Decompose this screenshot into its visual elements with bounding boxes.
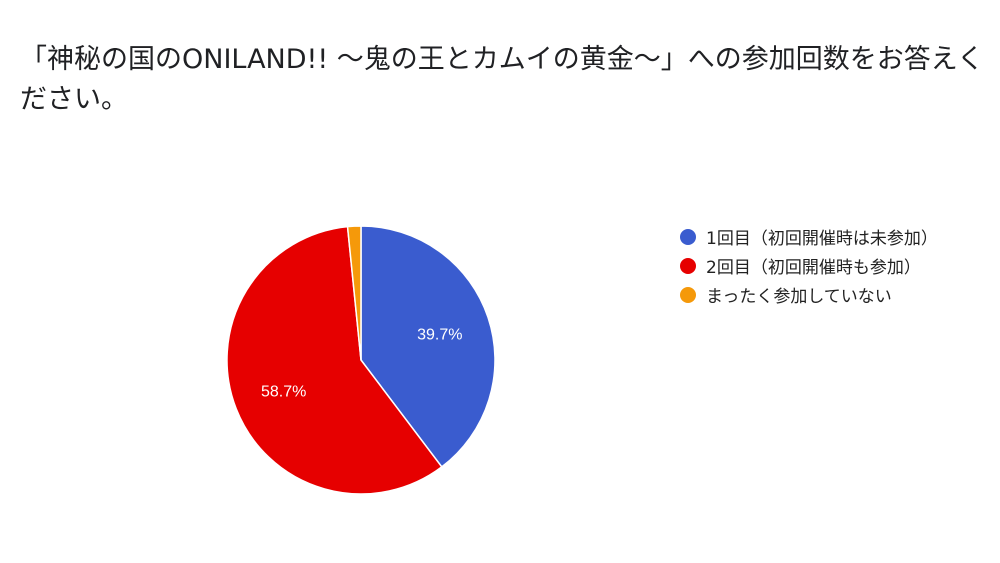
legend-item-never: まったく参加していない — [680, 280, 938, 309]
pie-slice-second-time — [226, 225, 443, 495]
chart-title: 「神秘の国のONILAND!! 〜鬼の王とカムイの黄金〜」への参加回数をお答えく… — [20, 44, 984, 115]
legend: 1回目（初回開催時は未参加） 2回目（初回開催時も参加） まったく参加していない — [680, 222, 938, 309]
slice-label-first-time: 39.7% — [417, 327, 462, 344]
legend-label: 1回目（初回開催時は未参加） — [706, 229, 938, 249]
legend-label: まったく参加していない — [706, 287, 892, 307]
pie-slice-first-time — [360, 225, 496, 468]
legend-label: 2回目（初回開催時も参加） — [706, 258, 921, 278]
pie-slice-never — [346, 225, 362, 361]
slice-label-second-time: 58.7% — [261, 383, 306, 400]
legend-swatch — [680, 228, 696, 245]
legend-item-second-time: 2回目（初回開催時も参加） — [680, 251, 938, 280]
legend-swatch — [680, 286, 696, 303]
legend-swatch — [680, 257, 696, 274]
legend-item-first-time: 1回目（初回開催時は未参加） — [680, 222, 938, 251]
